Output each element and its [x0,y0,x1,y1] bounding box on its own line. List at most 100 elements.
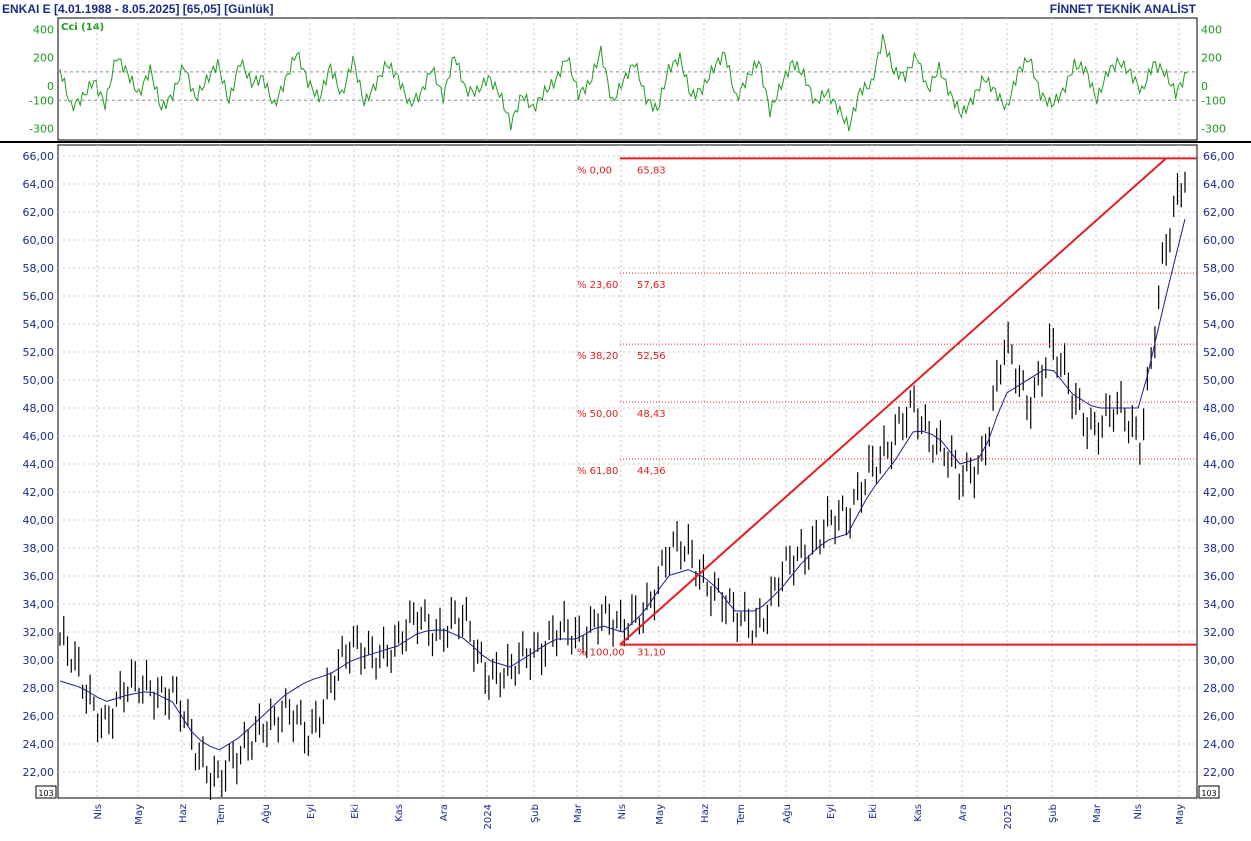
price-y-tick-label-left: 40,00 [23,514,55,527]
x-tick-label: Eyl [826,804,837,819]
x-tick-label: May [1175,804,1186,825]
price-y-tick-label-left: 22,00 [23,766,55,779]
price-y-tick-label-left: 46,00 [23,430,55,443]
price-y-tick-label-left: 30,00 [23,654,55,667]
price-y-tick-label-right: 40,00 [1203,514,1235,527]
price-y-tick-label-left: 36,00 [23,570,55,583]
price-y-tick-label-right: 64,00 [1203,178,1235,191]
price-y-tick-label-left: 54,00 [23,318,55,331]
scale-label: 103 [38,789,53,798]
fibonacci-level-percent: % 38,20 [577,351,618,362]
price-y-tick-label-left: 50,00 [23,374,55,387]
x-tick-label: Kas [394,804,405,822]
cci-y-tick-label-right: -100 [1201,94,1226,107]
price-y-tick-label-right: 42,00 [1203,486,1235,499]
chart-header: ENKAI E [4.01.1988 - 8.05.2025] [65,05] … [0,0,1251,18]
price-y-tick-label-left: 60,00 [23,234,55,247]
x-tick-label: 2024 [483,804,494,829]
price-y-tick-label-left: 52,00 [23,346,55,359]
x-tick-label: Tem [216,804,227,825]
price-y-tick-label-left: 38,00 [23,542,55,555]
price-y-tick-label-left: 62,00 [23,206,55,219]
fibonacci-trendline [619,157,1167,646]
symbol-title: ENKAI E [4.01.1988 - 8.05.2025] [65,05] … [2,2,274,16]
x-tick-label: Ağu [260,804,272,824]
price-y-tick-label-right: 56,00 [1203,290,1235,303]
x-tick-label: May [134,804,145,825]
x-tick-label: Nis [93,804,104,819]
cci-line [59,33,1188,132]
x-tick-label: Mar [573,803,584,823]
cci-y-tick-label-right: 400 [1201,23,1222,36]
price-y-tick-label-left: 56,00 [23,290,55,303]
price-y-tick-label-right: 30,00 [1203,654,1235,667]
fibonacci-level-percent: % 0,00 [577,165,612,176]
x-tick-label: Şub [1048,804,1059,823]
price-y-tick-label-right: 52,00 [1203,346,1235,359]
x-tick-label: Eki [350,804,361,819]
price-y-tick-label-right: 46,00 [1203,430,1235,443]
price-y-tick-label-right: 38,00 [1203,542,1235,555]
price-y-tick-label-right: 22,00 [1203,766,1235,779]
price-y-tick-label-left: 24,00 [23,738,55,751]
price-y-tick-label-right: 62,00 [1203,206,1235,219]
price-y-tick-label-left: 28,00 [23,682,55,695]
x-tick-label: Eki [868,804,879,819]
price-y-tick-label-left: 32,00 [23,626,55,639]
scale-box [1198,785,1220,799]
fibonacci-level-percent: % 50,00 [577,409,618,420]
price-y-tick-label-left: 42,00 [23,486,55,499]
fibonacci-level-percent: % 100,00 [577,648,625,659]
fibonacci-level-value: 48,43 [637,409,666,420]
price-y-tick-label-right: 66,00 [1203,150,1235,163]
cci-y-tick-label-left: -300 [29,123,54,136]
x-tick-label: Nis [1133,804,1144,819]
scale-box [35,785,57,799]
price-bars [59,171,1186,801]
price-y-tick-label-left: 58,00 [23,262,55,275]
cci-y-tick-label-left: -100 [29,94,54,107]
x-tick-label: Eyl [306,804,317,819]
fibonacci-level-value: 65,83 [637,165,666,176]
price-y-tick-label-left: 48,00 [23,402,55,415]
x-tick-label: Ara [439,804,450,821]
fibonacci-level-value: 52,56 [637,351,666,362]
cci-y-tick-label-left: 400 [33,23,54,36]
x-tick-label: Haz [178,804,189,823]
price-y-tick-label-right: 26,00 [1203,710,1235,723]
price-y-tick-label-right: 54,00 [1203,318,1235,331]
price-y-tick-label-left: 64,00 [23,178,55,191]
fibonacci-level-value: 44,36 [637,466,666,477]
cci-title: Cci (14) [61,22,104,33]
scale-label: 103 [1201,789,1216,798]
price-y-tick-label-right: 48,00 [1203,402,1235,415]
fibonacci-level-value: 57,63 [637,280,666,291]
price-y-tick-label-left: 34,00 [23,598,55,611]
x-tick-label: Tem [736,804,747,825]
price-y-tick-label-left: 44,00 [23,458,55,471]
price-y-tick-label-right: 60,00 [1203,234,1235,247]
fibonacci-level-value: 31,10 [637,648,666,659]
price-y-tick-label-right: 50,00 [1203,374,1235,387]
price-y-tick-label-right: 32,00 [1203,626,1235,639]
cci-y-tick-label-right: 200 [1201,52,1222,65]
x-tick-label: Mar [1092,803,1103,823]
cci-y-tick-label-left: 0 [47,80,54,93]
x-tick-label: Şub [530,804,541,823]
price-y-tick-label-left: 26,00 [23,710,55,723]
vendor-title: FİNNET TEKNİK ANALİST [1049,2,1196,16]
x-tick-label: Ara [958,804,969,821]
price-y-tick-label-right: 36,00 [1203,570,1235,583]
price-y-tick-label-right: 28,00 [1203,682,1235,695]
x-tick-label: 2025 [1003,804,1014,829]
fibonacci-level-percent: % 61,80 [577,466,618,477]
moving-average-line [59,218,1186,751]
cci-y-tick-label-right: -300 [1201,123,1226,136]
x-tick-label: Haz [700,804,711,823]
x-tick-label: Kas [913,804,924,822]
cci-y-tick-label-left: 200 [33,52,54,65]
price-y-tick-label-right: 58,00 [1203,262,1235,275]
price-y-tick-label-right: 34,00 [1203,598,1235,611]
